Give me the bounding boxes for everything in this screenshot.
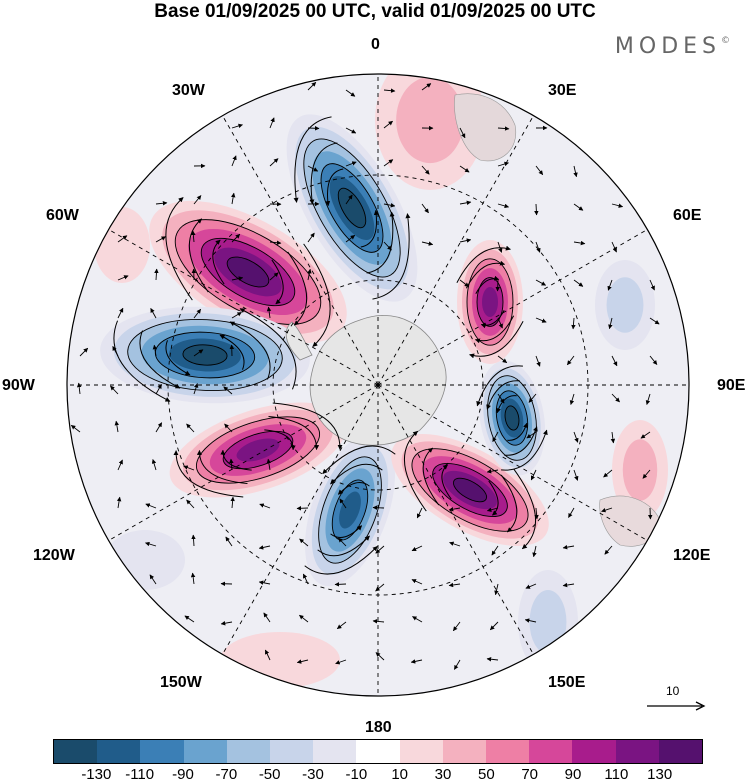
legend-tick-label: 130 <box>647 766 673 783</box>
positive-anomaly <box>391 434 549 546</box>
legend-swatch <box>615 740 659 763</box>
legend-swatch <box>183 740 227 763</box>
lon-label-60w: 60W <box>46 207 79 224</box>
meridian-line <box>377 115 534 386</box>
lon-label-30w: 30W <box>172 82 205 99</box>
legend-tick-label: -70 <box>215 766 238 783</box>
positive-anomaly <box>612 420 668 520</box>
legend-tick-label: -30 <box>302 766 324 783</box>
legend-swatch <box>529 740 573 763</box>
circulation-streamlines <box>476 365 548 471</box>
positive-anomaly <box>94 207 150 283</box>
positive-anomaly <box>149 200 347 344</box>
brand-mark: © <box>721 36 730 46</box>
circulation-streamlines <box>165 197 331 347</box>
grid-overlay <box>67 74 689 696</box>
legend-tick-label: -10 <box>345 766 368 783</box>
legend-swatch <box>658 740 703 763</box>
legend-tick-label: -90 <box>172 766 194 783</box>
legend-swatch <box>270 740 314 763</box>
legend-swatch <box>442 740 487 763</box>
legend-swatch <box>226 740 271 763</box>
circulation-streamlines <box>173 402 343 498</box>
circulation-streamlines <box>456 245 524 359</box>
lon-label-150e: 150E <box>548 674 586 691</box>
positive-anomaly <box>375 74 485 190</box>
brand-text: MODES <box>614 34 721 59</box>
legend-tick-label: 30 <box>434 766 452 783</box>
modes-logo: MODES© <box>615 34 730 59</box>
landmass <box>309 315 447 446</box>
legend-swatch <box>486 740 530 763</box>
legend-swatch <box>313 740 357 763</box>
lon-label-180: 180 <box>365 719 392 736</box>
meridian-line <box>222 384 379 655</box>
legend-tick-label: 10 <box>391 766 408 783</box>
legend-tick-label: 90 <box>564 766 582 783</box>
legend-swatch <box>399 740 443 763</box>
lon-label-30e: 30E <box>548 82 577 99</box>
legend-ticks: -130 -110 -90 -70 -50 -30 -10 10 30 50 70 90 110 130 <box>53 766 703 783</box>
landmass <box>454 93 517 162</box>
positive-anomaly <box>169 402 347 498</box>
reference-vector-label: 10 <box>666 684 680 698</box>
legend-tick-label: -50 <box>258 766 281 783</box>
lon-label-0: 0 <box>371 36 380 53</box>
color-legend <box>53 739 703 764</box>
wind-vectors <box>70 81 660 670</box>
lon-label-60e: 60E <box>673 207 702 224</box>
lon-label-120e: 120E <box>673 547 711 564</box>
legend-tick-label: 70 <box>521 766 538 783</box>
meridian-line <box>377 384 534 655</box>
positive-anomaly <box>457 240 523 364</box>
negative-anomaly <box>105 530 185 590</box>
map-title: Base 01/09/2025 00 UTC, valid 01/09/2025… <box>154 1 596 22</box>
meridian-line <box>377 229 648 386</box>
reference-vector: 10 <box>644 684 708 718</box>
meridian-line <box>108 384 379 541</box>
legend-swatch <box>140 740 184 763</box>
circulation-streamlines <box>293 116 411 300</box>
legend-swatch <box>97 740 141 763</box>
legend-swatch <box>572 740 616 763</box>
circulation-streamlines <box>304 445 396 575</box>
negative-anomaly <box>286 114 418 302</box>
negative-anomaly <box>595 260 655 350</box>
meridian-line <box>222 115 379 386</box>
lon-label-90w: 90W <box>2 377 35 394</box>
legend-tick-label: 50 <box>477 766 495 783</box>
anomaly-field <box>67 74 689 696</box>
meridian-line <box>108 229 379 386</box>
reference-arrow <box>647 701 706 711</box>
landmass <box>285 321 313 361</box>
legend-tick-label: 110 <box>604 766 629 783</box>
lon-label-120w: 120W <box>33 547 75 564</box>
meridian-line <box>377 384 648 541</box>
lon-label-90e: 90E <box>717 377 746 394</box>
lon-label-150w: 150W <box>160 674 202 691</box>
legend-swatch <box>54 740 98 763</box>
legend-tick-label: -110 <box>125 766 155 783</box>
map-border <box>66 73 690 697</box>
legend-swatch <box>356 740 400 763</box>
legend-tick-label: -130 <box>81 766 112 783</box>
